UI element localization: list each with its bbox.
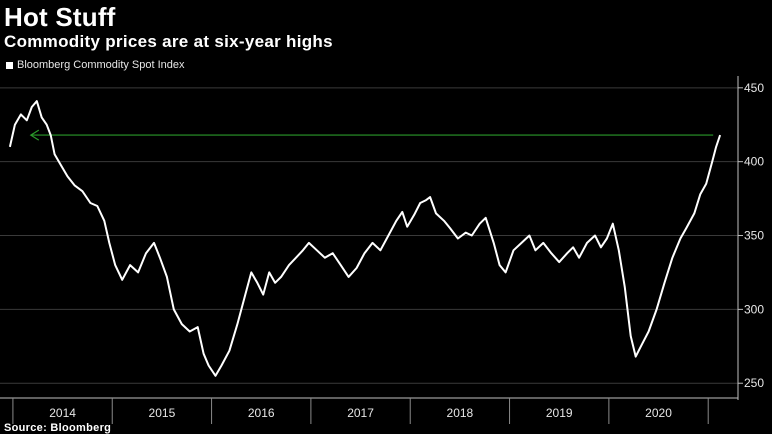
legend-label: Bloomberg Commodity Spot Index [17, 59, 185, 71]
y-tick-label-250: 250 [744, 376, 764, 390]
legend: Bloomberg Commodity Spot Index [6, 59, 185, 71]
x-tick-label-2015: 2015 [149, 406, 176, 420]
chart-subtitle: Commodity prices are at six-year highs [4, 32, 333, 51]
legend-swatch [6, 61, 13, 69]
series-line-0 [8, 100, 722, 377]
x-tick-label-2018: 2018 [447, 406, 474, 420]
source-note: Source: Bloomberg [4, 422, 112, 434]
x-tick-label-2016: 2016 [248, 406, 275, 420]
y-tick-label-300: 300 [744, 302, 764, 316]
y-tick-label-450: 450 [744, 81, 764, 95]
x-tick-label-2019: 2019 [546, 406, 573, 420]
x-tick-label-2014: 2014 [49, 406, 76, 420]
y-tick-label-400: 400 [744, 155, 764, 169]
x-tick-label-2020: 2020 [645, 406, 672, 420]
y-tick-label-350: 350 [744, 229, 764, 243]
chart-title: Hot Stuff [4, 2, 116, 32]
reference-arrowhead [29, 129, 40, 141]
x-tick-label-2017: 2017 [347, 406, 374, 420]
